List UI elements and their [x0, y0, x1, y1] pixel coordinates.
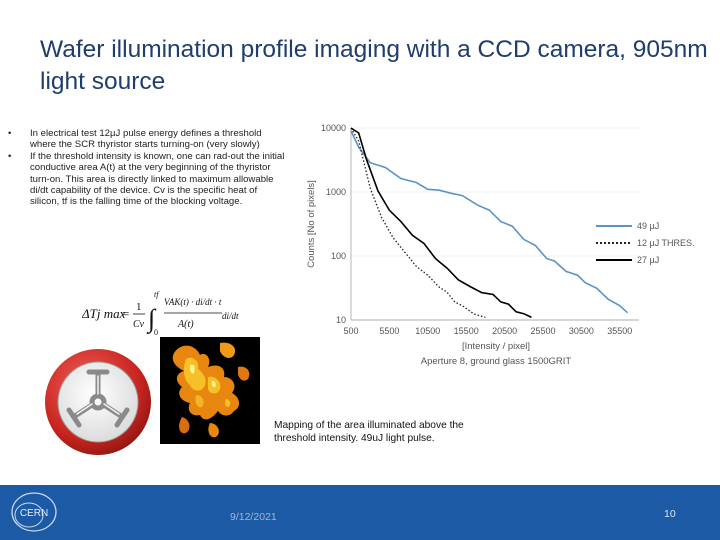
- integral-sign: ∫: [146, 304, 157, 334]
- slide-date: 9/12/2021: [230, 511, 277, 523]
- x-tick-label: 10500: [415, 326, 440, 336]
- heatmap-caption: Mapping of the area illuminated above th…: [274, 420, 464, 444]
- x-tick-label: 25500: [530, 326, 555, 336]
- y-tick-labels: 10000 1000 100 10: [321, 123, 346, 325]
- crossed-circle-logo-icon: [45, 349, 151, 455]
- formula-frac-num: 1: [136, 301, 142, 313]
- intensity-histogram-chart: 10000 1000 100 10 500 5500 10500 15500 20500 255…: [306, 123, 695, 367]
- legend-label: 12 µJ THRES.: [637, 238, 695, 248]
- bullet-text: In electrical test 12µJ pulse energy def…: [30, 128, 262, 151]
- cern-logo-icon: CERN: [11, 492, 57, 532]
- formula-integrand-top: VAK(t) · di/dt · t: [164, 297, 222, 307]
- formula-equals: =: [122, 306, 129, 321]
- y-tick-label: 100: [331, 251, 346, 261]
- formula-int-lower: 0: [154, 328, 158, 337]
- x-tick-label: 15500: [454, 326, 479, 336]
- formula-frac-den: Cv: [133, 319, 145, 330]
- x-tick-label: 500: [343, 326, 358, 336]
- formula-lhs: ΔTj max: [82, 306, 126, 321]
- legend-label: 27 µJ: [637, 255, 659, 265]
- series-lines: [350, 127, 629, 319]
- y-tick-label: 10000: [321, 123, 346, 133]
- series-line-1: [350, 130, 629, 314]
- bullet-text: If the threshold intensity is known, one…: [30, 150, 285, 208]
- slide-title: Wafer illumination profile imaging with …: [40, 36, 708, 95]
- x-tick-label: 5500: [379, 326, 399, 336]
- bullet-item: • In electrical test 12µJ pulse energy d…: [8, 128, 286, 151]
- x-axis-label: [Intensity / pixel]: [462, 341, 530, 352]
- bullet-marker: •: [8, 128, 12, 139]
- legend-label: 49 µJ: [637, 221, 659, 231]
- x-tick-label: 35500: [607, 326, 632, 336]
- illumination-heatmap: [160, 337, 260, 444]
- chart-gridlines: [351, 127, 639, 321]
- x-tick-label: 30500: [569, 326, 594, 336]
- formula-integrand-bottom: A(t): [177, 319, 194, 330]
- series-line-2: [350, 127, 486, 319]
- y-tick-label: 10: [336, 315, 346, 325]
- cern-logo-text: CERN: [20, 508, 48, 519]
- x-tick-labels: 500 5500 10500 15500 20500 25500 30500 35500: [343, 326, 632, 336]
- dtj-formula: ΔTj max = 1 Cv ∫ tf 0 VAK(t) · di/dt · t…: [82, 290, 239, 337]
- footer-bar: [0, 485, 720, 540]
- chart-subtitle: Aperture 8, ground glass 1500GRIT: [421, 356, 572, 367]
- formula-int-upper: tf: [154, 290, 160, 299]
- chart-legend: 49 µJ 12 µJ THRES. 27 µJ: [596, 221, 695, 265]
- y-tick-label: 1000: [326, 187, 346, 197]
- bullet-item: • If the threshold intensity is known, o…: [8, 151, 286, 208]
- bullet-marker: •: [8, 150, 12, 162]
- series-line-3: [350, 127, 532, 319]
- formula-differential: di/dt: [222, 311, 239, 321]
- y-axis-label: Counts [No of pixels]: [306, 180, 317, 268]
- x-tick-label: 20500: [492, 326, 517, 336]
- page-number: 10: [664, 508, 676, 520]
- bullet-list: • In electrical test 12µJ pulse energy d…: [8, 128, 286, 208]
